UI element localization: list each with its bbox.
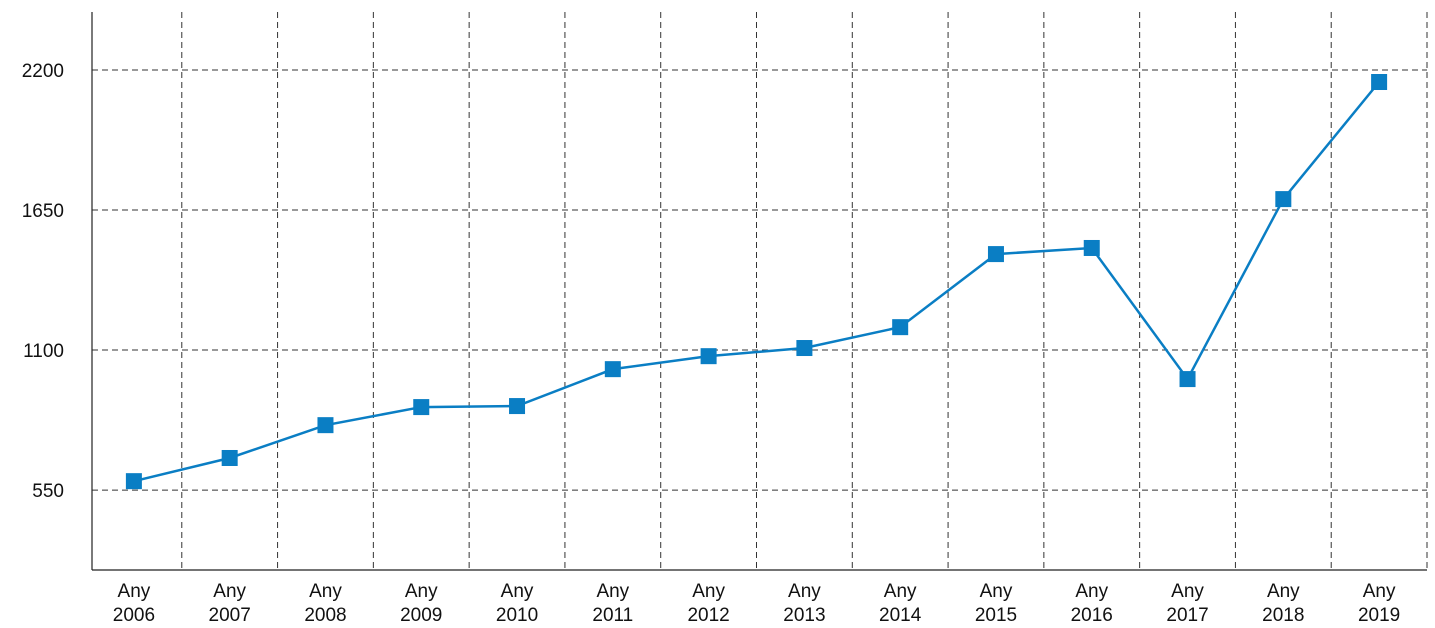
point [1179,371,1196,388]
x-tick-label: Any 2007 [208,581,251,626]
y-tick-label: 550 [32,481,64,502]
x-tick-label: Any 2008 [304,581,347,626]
x-tick-label: Any 2009 [400,581,443,626]
x-tick-label: Any 2018 [1262,581,1305,626]
x-tick-label: Any 2011 [592,581,634,626]
y-tick-label: 2200 [22,61,64,82]
point [892,319,909,336]
x-tick-label: Any 2010 [495,581,539,626]
y-tick-label: 1100 [23,341,64,362]
y-tick-label: 1650 [22,201,64,222]
x-tick-label: Any 2006 [112,581,156,626]
point [221,449,238,466]
point [987,246,1004,263]
point [125,473,142,490]
x-tick-label: Any 2015 [974,581,1018,626]
point [1083,239,1100,256]
x-tick-label: Any 2016 [1070,581,1113,626]
point [509,398,526,415]
x-tick-label: Any 2019 [1357,581,1401,626]
x-tick-label: Any 2013 [783,581,826,626]
point [796,340,813,357]
point [317,417,334,434]
point [700,348,717,365]
point [1275,191,1292,208]
point [604,361,621,378]
x-tick-label: Any 2012 [687,581,730,626]
point [1371,74,1388,91]
point [413,399,430,416]
x-tick-label: Any 2014 [879,581,922,626]
line [133,81,1381,483]
x-tick-label: Any 2017 [1166,581,1209,626]
